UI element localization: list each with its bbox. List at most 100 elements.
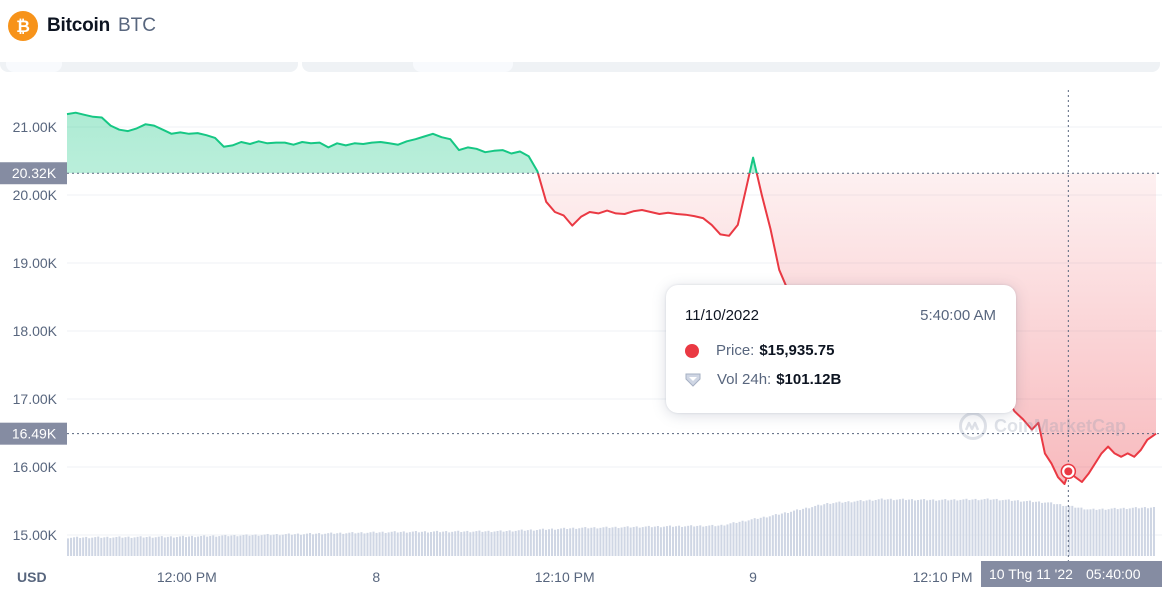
volume-bar (938, 500, 941, 556)
volume-bar (874, 500, 877, 556)
volume-bar (281, 534, 284, 556)
volume-bar (714, 526, 717, 556)
volume-bar (953, 499, 956, 556)
volume-bar (508, 530, 511, 556)
volume-bar (744, 521, 747, 556)
volume-bar (345, 533, 348, 556)
volume-bar (635, 526, 638, 556)
volume-bar (959, 499, 962, 556)
volume-bar (67, 538, 70, 556)
volume-bar (1044, 502, 1047, 556)
volume-bar (756, 518, 759, 556)
chart-tab-group-left[interactable] (0, 62, 298, 72)
volume-bar (457, 530, 460, 556)
volume-bar (665, 526, 668, 556)
volume-bar (862, 501, 865, 556)
volume-bar (369, 532, 372, 556)
volume-bar (466, 530, 469, 556)
price-area-up (67, 112, 1156, 174)
volume-bar (1149, 507, 1152, 556)
y-tick-label: 19.00K (13, 255, 58, 271)
volume-bar (157, 536, 160, 556)
volume-bar (426, 532, 429, 556)
volume-bar (617, 528, 620, 556)
volume-bar (1146, 508, 1149, 556)
volume-bar (747, 520, 750, 556)
volume-bar (904, 500, 907, 556)
volume-bar (811, 507, 814, 556)
volume-bar (901, 498, 904, 556)
volume-bar (94, 537, 97, 556)
volume-bar (1068, 505, 1071, 556)
volume-bar (148, 536, 151, 556)
volume-bar (221, 535, 224, 556)
volume-bar (684, 526, 687, 556)
volume-bar (720, 524, 723, 556)
volume-bar (620, 527, 623, 556)
volume-bar (523, 530, 526, 556)
volume-bar (941, 499, 944, 556)
volume-bar (378, 532, 381, 556)
volume-bar (690, 525, 693, 556)
volume-bar (366, 532, 369, 556)
volume-bar (968, 500, 971, 556)
volume-bar (850, 502, 853, 556)
volume-bar (783, 512, 786, 556)
current-price-tag-label: 16.49K (12, 426, 57, 442)
volume-bar (381, 531, 384, 556)
volume-bar (771, 515, 774, 556)
volume-bar (405, 532, 408, 556)
volume-bar (460, 532, 463, 556)
volume-bar (829, 503, 832, 556)
volume-bar (569, 528, 572, 556)
volume-bar (321, 534, 324, 556)
volume-bar (974, 498, 977, 556)
volume-bar (230, 535, 233, 556)
volume-bar (251, 535, 254, 556)
volume-bar (563, 527, 566, 556)
volume-bar (817, 504, 820, 556)
volume-bar (656, 526, 659, 556)
volume-bar (1056, 504, 1059, 556)
volume-bar (632, 526, 635, 556)
chart-tab-group-right[interactable] (302, 62, 1160, 72)
chart-tab-active-right[interactable] (413, 62, 513, 72)
volume-bar (97, 536, 100, 556)
volume-bar (998, 500, 1001, 556)
chart-tab-active-left[interactable] (6, 62, 62, 72)
volume-bar (541, 528, 544, 556)
volume-bar (1110, 508, 1113, 556)
volume-bar (100, 537, 103, 556)
y-tick-label: 15.00K (13, 527, 58, 543)
price-tooltip: 11/10/2022 5:40:00 AM Price: $15,935.75 … (666, 285, 1016, 413)
volume-bar (206, 536, 209, 556)
volume-bar (194, 537, 197, 556)
volume-bar (275, 534, 278, 556)
volume-bar (448, 532, 451, 556)
volume-bar (269, 535, 272, 556)
volume-bar (109, 538, 112, 556)
x-tick-label: 9 (749, 569, 757, 585)
price-dot-icon (685, 343, 699, 358)
volume-bar (106, 536, 109, 556)
volume-bar (989, 499, 992, 556)
volume-bar (675, 526, 678, 556)
tooltip-price-label: Price: (716, 342, 755, 359)
volume-bar (1010, 500, 1013, 556)
volume-bar (239, 535, 242, 556)
volume-bar (1080, 507, 1083, 556)
volume-bar (826, 503, 829, 556)
volume-bar (302, 534, 305, 556)
volume-bar (1077, 507, 1080, 556)
volume-bar (305, 533, 308, 556)
volume-bar (917, 499, 920, 556)
volume-bar (254, 534, 257, 556)
x-tick-label: 8 (372, 569, 380, 585)
volume-bar (868, 499, 871, 556)
volume-bar (705, 526, 708, 556)
volume-bar (296, 533, 299, 556)
volume-bar (944, 499, 947, 556)
volume-bar (154, 537, 157, 556)
volume-bar (327, 533, 330, 556)
volume-bar (529, 529, 532, 556)
